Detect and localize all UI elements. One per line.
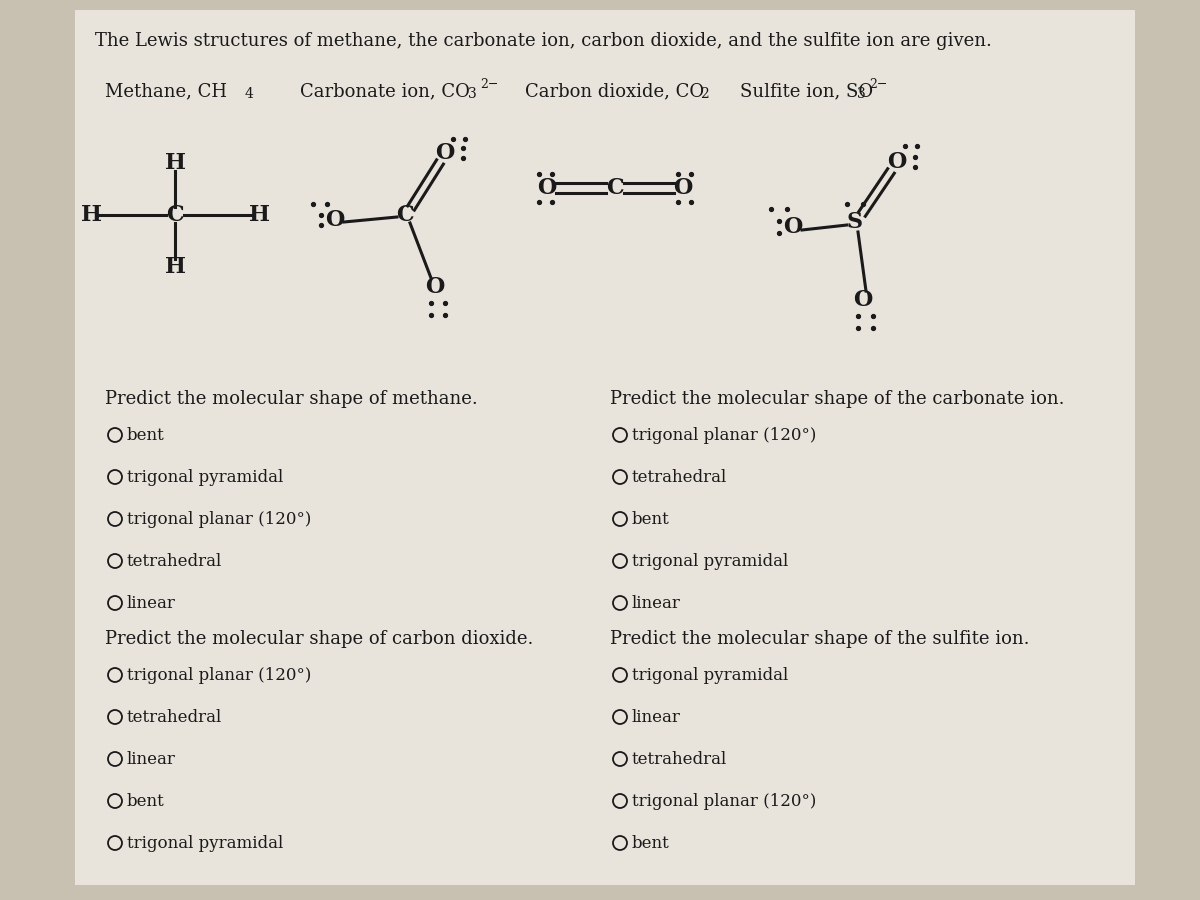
Text: trigonal planar (120°): trigonal planar (120°): [632, 427, 816, 444]
Text: 3: 3: [468, 87, 476, 101]
Text: O: O: [673, 177, 692, 199]
Text: tetrahedral: tetrahedral: [632, 469, 727, 485]
Text: bent: bent: [632, 834, 670, 851]
Text: bent: bent: [632, 510, 670, 527]
Text: 2−: 2−: [480, 78, 498, 91]
Text: Methane, CH: Methane, CH: [106, 82, 227, 100]
Text: Predict the molecular shape of the sulfite ion.: Predict the molecular shape of the sulfi…: [610, 630, 1030, 648]
Text: H: H: [164, 152, 186, 174]
Text: Carbonate ion, CO: Carbonate ion, CO: [300, 82, 470, 100]
Text: Carbon dioxide, CO: Carbon dioxide, CO: [526, 82, 704, 100]
Text: Predict the molecular shape of carbon dioxide.: Predict the molecular shape of carbon di…: [106, 630, 533, 648]
Text: bent: bent: [127, 427, 164, 444]
Text: 2−: 2−: [869, 78, 887, 91]
Text: H: H: [164, 256, 186, 278]
Text: trigonal pyramidal: trigonal pyramidal: [127, 469, 283, 485]
Text: linear: linear: [127, 751, 176, 768]
Text: linear: linear: [127, 595, 176, 611]
Text: O: O: [853, 289, 872, 311]
Text: S: S: [847, 211, 863, 233]
Text: 3: 3: [857, 87, 865, 101]
Text: O: O: [887, 151, 907, 173]
Text: C: C: [166, 204, 184, 226]
Text: H: H: [248, 204, 270, 226]
Text: trigonal pyramidal: trigonal pyramidal: [127, 834, 283, 851]
Text: C: C: [396, 204, 414, 226]
Text: O: O: [538, 177, 557, 199]
Text: 4: 4: [245, 87, 254, 101]
Text: H: H: [80, 204, 102, 226]
Text: trigonal pyramidal: trigonal pyramidal: [632, 553, 788, 570]
Text: The Lewis structures of methane, the carbonate ion, carbon dioxide, and the sulf: The Lewis structures of methane, the car…: [95, 32, 992, 50]
Text: trigonal planar (120°): trigonal planar (120°): [127, 667, 311, 683]
Text: C: C: [606, 177, 624, 199]
Text: 2: 2: [700, 87, 709, 101]
Text: trigonal planar (120°): trigonal planar (120°): [632, 793, 816, 809]
Text: tetrahedral: tetrahedral: [632, 751, 727, 768]
Bar: [74, 10, 1135, 885]
Text: tetrahedral: tetrahedral: [127, 708, 222, 725]
Text: linear: linear: [632, 708, 680, 725]
Text: Predict the molecular shape of methane.: Predict the molecular shape of methane.: [106, 390, 478, 408]
Text: bent: bent: [127, 793, 164, 809]
Text: trigonal pyramidal: trigonal pyramidal: [632, 667, 788, 683]
Text: Sulfite ion, SO: Sulfite ion, SO: [740, 82, 874, 100]
Text: O: O: [425, 276, 445, 298]
Text: O: O: [325, 209, 344, 231]
Text: trigonal planar (120°): trigonal planar (120°): [127, 510, 311, 527]
Text: O: O: [784, 216, 803, 238]
Text: Predict the molecular shape of the carbonate ion.: Predict the molecular shape of the carbo…: [610, 390, 1064, 408]
Text: linear: linear: [632, 595, 680, 611]
Text: O: O: [436, 142, 455, 164]
Text: tetrahedral: tetrahedral: [127, 553, 222, 570]
